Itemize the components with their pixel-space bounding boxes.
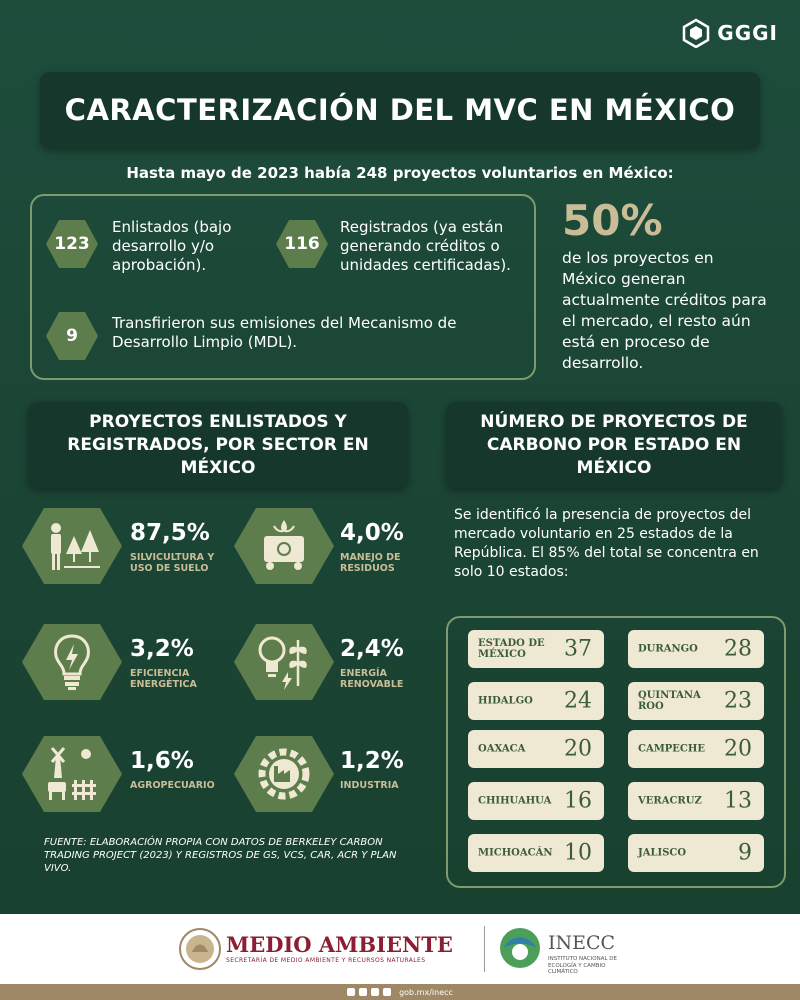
inecc-subtitle: INSTITUTO NACIONAL DE ECOLOGÍA Y CAMBIO …: [548, 956, 618, 975]
state-card: HIDALGO 24: [468, 682, 604, 720]
state-card: MICHOACÁN 10: [468, 834, 604, 872]
state-count: 20: [724, 736, 752, 762]
renewable-icon: [234, 624, 334, 700]
sector-pct-renovable: 2,4%: [340, 636, 404, 662]
inecc-logo-icon: [500, 928, 540, 968]
state-name: QUINTANA ROO: [638, 690, 701, 712]
state-name: CHIHUAHUA: [478, 795, 552, 807]
gggi-cube-icon: [683, 18, 710, 48]
youtube-icon[interactable]: [383, 988, 392, 996]
page-title: CARACTERIZACIÓN DEL MVC EN MÉXICO: [64, 93, 736, 127]
state-count: 37: [564, 636, 592, 662]
medio-ambiente-title: MEDIO AMBIENTE: [226, 932, 453, 957]
gggi-logo: GGGI: [681, 18, 778, 48]
social-bar: gob.mx/inecc: [0, 984, 800, 1000]
stats-box: 123 Enlistados (bajo desarrollo y/o apro…: [30, 194, 536, 380]
twitter-icon[interactable]: [359, 988, 368, 996]
logo-text: GGGI: [717, 21, 778, 45]
state-count: 23: [724, 688, 752, 714]
sector-label-eficiencia: EFICIENCIA ENERGÉTICA: [130, 668, 197, 690]
state-name: DURANGO: [638, 643, 698, 655]
state-name: CAMPECHE: [638, 743, 705, 755]
sector-pct-eficiencia: 3,2%: [130, 636, 194, 662]
sector-label-renovable: ENERGÍA RENOVABLE: [340, 668, 404, 690]
sector-pct-industria: 1,2%: [340, 748, 404, 774]
state-name: OAXACA: [478, 743, 526, 755]
registrados-text: Registrados (ya están generando créditos…: [340, 218, 511, 274]
sectors-header: PROYECTOS ENLISTADOS Y REGISTRADOS, POR …: [28, 402, 408, 488]
intro-text: Hasta mayo de 2023 había 248 proyectos v…: [126, 164, 674, 182]
state-count: 20: [564, 736, 592, 762]
enlistados-text: Enlistados (bajo desarrollo y/o aprobaci…: [112, 218, 232, 274]
footer-url[interactable]: gob.mx/inecc: [399, 987, 453, 997]
states-description: Se identificó la presencia de proyectos …: [454, 507, 759, 580]
state-name: ESTADO DE MÉXICO: [478, 638, 545, 660]
footer: MEDIO AMBIENTE SECRETARÍA DE MEDIO AMBIE…: [0, 914, 800, 984]
sector-label-agropecuario: AGROPECUARIO: [130, 780, 215, 791]
sectors-title: PROYECTOS ENLISTADOS Y REGISTRADOS, POR …: [67, 411, 369, 478]
state-card: DURANGO 28: [628, 630, 764, 668]
transfirieron-badge: 9: [46, 312, 98, 360]
sector-label-industria: INDUSTRIA: [340, 780, 399, 791]
source-note: FUENTE: ELABORACIÓN PROPIA CON DATOS DE …: [44, 837, 397, 874]
state-card: CAMPECHE 20: [628, 730, 764, 768]
instagram-icon[interactable]: [371, 988, 380, 996]
state-name: HIDALGO: [478, 695, 533, 707]
sector-pct-silvicultura: 87,5%: [130, 520, 210, 546]
title-box: CARACTERIZACIÓN DEL MVC EN MÉXICO: [40, 72, 760, 148]
state-name: VERACRUZ: [638, 795, 702, 807]
farm-icon: [22, 736, 122, 812]
states-grid: ESTADO DE MÉXICO 37 DURANGO 28 HIDALGO 2…: [446, 616, 786, 888]
highlight-value: 50%: [562, 196, 663, 245]
state-card: ESTADO DE MÉXICO 37: [468, 630, 604, 668]
registrados-badge: 116: [276, 220, 328, 268]
state-count: 10: [564, 840, 592, 866]
state-count: 13: [724, 788, 752, 814]
state-name: MICHOACÁN: [478, 847, 553, 859]
state-count: 16: [564, 788, 592, 814]
sector-pct-agropecuario: 1,6%: [130, 748, 194, 774]
state-card: CHIHUAHUA 16: [468, 782, 604, 820]
state-card: VERACRUZ 13: [628, 782, 764, 820]
states-title: NÚMERO DE PROYECTOS DE CARBONO POR ESTAD…: [480, 411, 748, 478]
footer-divider: [484, 926, 485, 972]
state-count: 24: [564, 688, 592, 714]
sector-label-silvicultura: SILVICULTURA Y USO DE SUELO: [130, 552, 215, 574]
waste-icon: [234, 508, 334, 584]
sector-label-residuos: MANEJO DE RESIDUOS: [340, 552, 401, 574]
medio-ambiente-subtitle: SECRETARÍA DE MEDIO AMBIENTE Y RECURSOS …: [226, 957, 426, 964]
state-card: QUINTANA ROO 23: [628, 682, 764, 720]
state-name: JALISCO: [638, 847, 687, 859]
inecc-title: INECC: [548, 932, 616, 954]
sector-pct-residuos: 4,0%: [340, 520, 404, 546]
mexico-seal-icon: [179, 928, 221, 970]
state-count: 9: [738, 840, 752, 866]
lightbulb-icon: [22, 624, 122, 700]
transfirieron-text: Transfirieron sus emisiones del Mecanism…: [112, 314, 457, 351]
facebook-icon[interactable]: [347, 988, 356, 996]
highlight-text: de los proyectos en México generan actua…: [562, 249, 767, 372]
industry-icon: [234, 736, 334, 812]
state-count: 28: [724, 636, 752, 662]
state-card: JALISCO 9: [628, 834, 764, 872]
forestry-icon: [22, 508, 122, 584]
state-card: OAXACA 20: [468, 730, 604, 768]
states-header: NÚMERO DE PROYECTOS DE CARBONO POR ESTAD…: [446, 402, 782, 488]
enlistados-badge: 123: [46, 220, 98, 268]
